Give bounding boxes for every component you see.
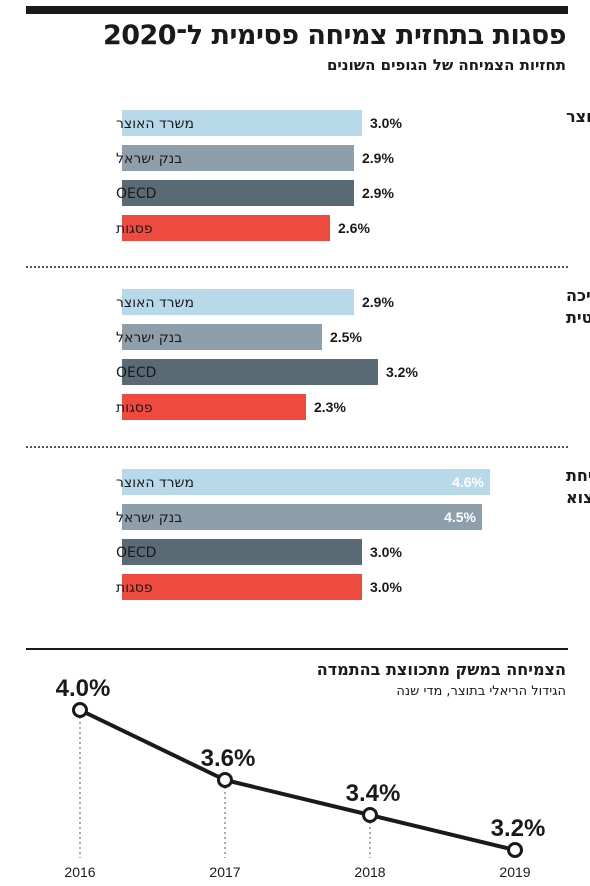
- bar-value-label: 3.2%: [386, 364, 418, 380]
- data-label: 3.4%: [346, 780, 401, 807]
- section-rule: [26, 648, 568, 650]
- x-tick-label: 2016: [64, 864, 95, 880]
- series-line: [79, 708, 516, 852]
- group-label: הפרטית: [566, 308, 590, 327]
- bar: [122, 359, 378, 385]
- line-chart-title: הצמיחה במשק מתכווצת בהתמדה: [316, 660, 566, 679]
- bar-value-label: 2.9%: [362, 294, 394, 310]
- bar-category-label: בנק ישראל: [116, 151, 182, 167]
- group-label: צמיחת: [566, 466, 590, 485]
- bar: [122, 180, 354, 206]
- top-rule: [26, 6, 568, 14]
- bar-category-label: משרד האוצר: [116, 116, 194, 132]
- x-tick-label: 2019: [499, 864, 530, 880]
- bar-value-label: 3.0%: [370, 115, 402, 131]
- data-point: [72, 702, 88, 718]
- x-tick-label: 2017: [209, 864, 240, 880]
- bar-value-label: 2.9%: [362, 185, 394, 201]
- bar-category-label: משרד האוצר: [116, 295, 194, 311]
- group-label: צמיחת התוצר: [566, 107, 590, 126]
- data-label: 3.6%: [201, 745, 256, 772]
- bar: [122, 539, 362, 565]
- bar-category-label: OECD: [116, 186, 156, 202]
- bar: [122, 145, 354, 171]
- bar: [122, 289, 354, 315]
- bar-value-label: 4.5%: [444, 509, 476, 525]
- bar-value-label: 2.9%: [362, 150, 394, 166]
- bar-category-label: פסגות: [116, 221, 153, 237]
- data-label: 4.0%: [56, 675, 111, 702]
- bar-value-label: 2.6%: [338, 220, 370, 236]
- bar-value-label: 3.0%: [370, 544, 402, 560]
- group-divider: [26, 266, 568, 268]
- bar-value-label: 4.6%: [452, 474, 484, 490]
- data-point: [507, 842, 523, 858]
- bar-category-label: פסגות: [116, 580, 153, 596]
- bar: [122, 324, 322, 350]
- chart-title: פסגות בתחזית צמיחה פסימית ל־2020: [102, 20, 567, 51]
- bar-category-label: משרד האוצר: [116, 475, 194, 491]
- data-point: [217, 772, 233, 788]
- bar-category-label: OECD: [116, 545, 156, 561]
- bar: [122, 469, 490, 495]
- bar-category-label: בנק ישראל: [116, 330, 182, 346]
- chart-subtitle: תחזיות הצמיחה של הגופים השונים: [326, 56, 566, 74]
- data-label: 3.2%: [491, 815, 546, 842]
- bar-value-label: 2.5%: [330, 329, 362, 345]
- bar-category-label: בנק ישראל: [116, 510, 182, 526]
- bar: [122, 394, 306, 420]
- bar-value-label: 2.3%: [314, 399, 346, 415]
- data-point: [362, 807, 378, 823]
- bar: [122, 110, 362, 136]
- group-label: צמיחת הצריכה: [566, 286, 590, 305]
- line-chart-subtitle: הגידול הריאלי בתוצר, מדי שנה: [396, 684, 566, 699]
- bar: [122, 574, 362, 600]
- bar-category-label: פסגות: [116, 400, 153, 416]
- group-divider: [26, 446, 568, 448]
- bar-category-label: OECD: [116, 365, 156, 381]
- group-label: היצוא: [566, 488, 590, 507]
- bar: [122, 504, 482, 530]
- bar-value-label: 3.0%: [370, 579, 402, 595]
- bar: [122, 215, 330, 241]
- x-tick-label: 2018: [354, 864, 385, 880]
